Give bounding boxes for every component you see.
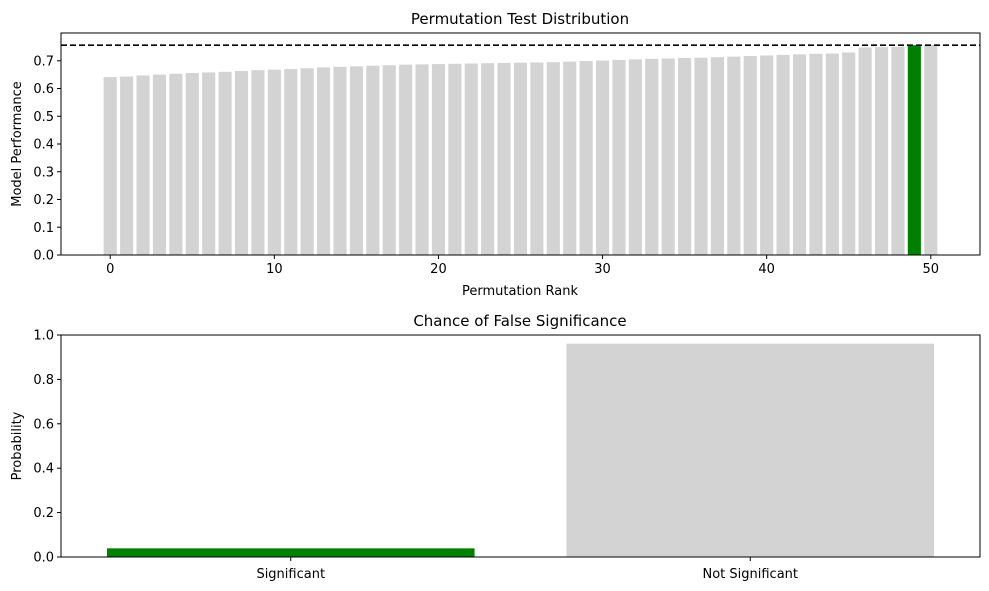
permutation-bar (842, 52, 856, 255)
permutation-bar (891, 46, 905, 255)
permutation-bar (464, 63, 478, 256)
actual-performance-bar (907, 45, 921, 256)
permutation-bar (267, 69, 281, 255)
permutation-bar (645, 58, 659, 256)
x-tick-label: 10 (266, 262, 283, 277)
permutation-bar (333, 66, 347, 255)
permutation-bar (300, 68, 314, 256)
permutation-bar (628, 59, 642, 255)
x-tick-label: 30 (594, 262, 611, 277)
permutation-bar (760, 55, 774, 255)
permutation-bar (809, 53, 823, 255)
permutation-bar (202, 72, 216, 255)
false-significance-chart: Chance of False Significance 0.00.20.40.… (10, 312, 981, 582)
y-tick-label: 0.3 (33, 165, 54, 180)
permutation-bar (743, 56, 757, 255)
permutation-bar (612, 59, 626, 256)
permutation-bar (563, 61, 577, 255)
permutation-bar (579, 61, 593, 256)
permutation-bar (317, 67, 331, 255)
y-tick-label: 0.2 (33, 193, 54, 208)
permutation-bar (924, 44, 938, 256)
permutation-bar (120, 76, 134, 255)
permutation-bar (727, 56, 741, 256)
y-tick-label: 0.5 (33, 110, 54, 125)
chart1-y-ticks: 0.0 0.1 0.2 0.3 0.4 0.5 0.6 0.7 (33, 54, 61, 264)
permutation-bar (349, 66, 363, 255)
permutation-bar (595, 60, 610, 255)
permutation-bar (431, 64, 446, 255)
y-tick-label: 0.6 (33, 417, 54, 432)
permutation-bar (366, 65, 380, 256)
permutation-bar (513, 62, 528, 255)
permutation-bar (103, 77, 117, 255)
chart2-y-ticks: 0.0 0.2 0.4 0.6 0.8 1.0 (33, 329, 61, 566)
y-tick-label: 0.1 (33, 221, 54, 236)
chart2-title: Chance of False Significance (413, 312, 626, 330)
significant-bar (106, 548, 475, 557)
permutation-bar (415, 64, 429, 255)
permutation-bar (185, 72, 199, 256)
chart1-x-label: Permutation Rank (462, 284, 578, 299)
not-significant-bar (566, 343, 935, 557)
permutation-bar (546, 62, 560, 256)
permutation-bar (448, 63, 462, 255)
permutation-bar (136, 75, 150, 256)
chart2-x-ticks: Significant Not Significant (256, 557, 798, 582)
x-tick-label: 0 (106, 262, 114, 277)
y-tick-label: 0.8 (33, 373, 54, 388)
y-tick-label: 0.7 (33, 54, 54, 69)
y-tick-label: 0.4 (33, 462, 54, 477)
permutation-bar (399, 64, 413, 255)
chart2-plot-frame (60, 334, 981, 558)
chart2-bars (106, 343, 935, 557)
permutation-bar (169, 73, 183, 255)
y-tick-label: 0.0 (33, 551, 54, 566)
permutation-bar (678, 57, 692, 255)
permutation-bar (694, 57, 708, 256)
x-tick-label: 50 (922, 262, 939, 277)
chart1-plot-frame (60, 32, 981, 256)
chart1-y-label: Model Performance (10, 81, 25, 207)
category-label: Not Significant (702, 567, 798, 582)
permutation-bar (218, 71, 232, 255)
chart1-x-ticks: 0 10 20 30 40 50 (106, 255, 939, 277)
y-tick-label: 0.6 (33, 82, 54, 97)
category-label: Significant (256, 567, 325, 582)
permutation-bar (497, 62, 511, 255)
permutation-bar (152, 74, 167, 255)
permutation-bar (858, 47, 872, 256)
chart1-title: Permutation Test Distribution (411, 10, 629, 28)
permutation-bar (284, 69, 298, 255)
y-tick-label: 0.2 (33, 506, 54, 521)
permutation-bar (776, 54, 790, 255)
permutation-bar (481, 63, 495, 256)
permutation-bar (661, 58, 675, 255)
permutation-bar (530, 62, 544, 255)
permutation-bar (710, 57, 724, 255)
permutation-bar (874, 47, 889, 256)
permutation-bar (792, 54, 807, 256)
permutation-bar (251, 70, 265, 255)
y-tick-label: 0.4 (33, 138, 54, 153)
permutation-bar (825, 53, 839, 255)
y-tick-label: 1.0 (33, 329, 54, 344)
permutation-bar (382, 65, 396, 255)
x-tick-label: 20 (430, 262, 447, 277)
chart1-bars (103, 44, 938, 256)
x-tick-label: 40 (758, 262, 775, 277)
permutation-chart: Permutation Test Distribution 0.00.10.20… (10, 10, 981, 299)
chart2-y-label: Probability (10, 411, 25, 480)
y-tick-label: 0.0 (33, 249, 54, 264)
permutation-bar (234, 71, 249, 255)
